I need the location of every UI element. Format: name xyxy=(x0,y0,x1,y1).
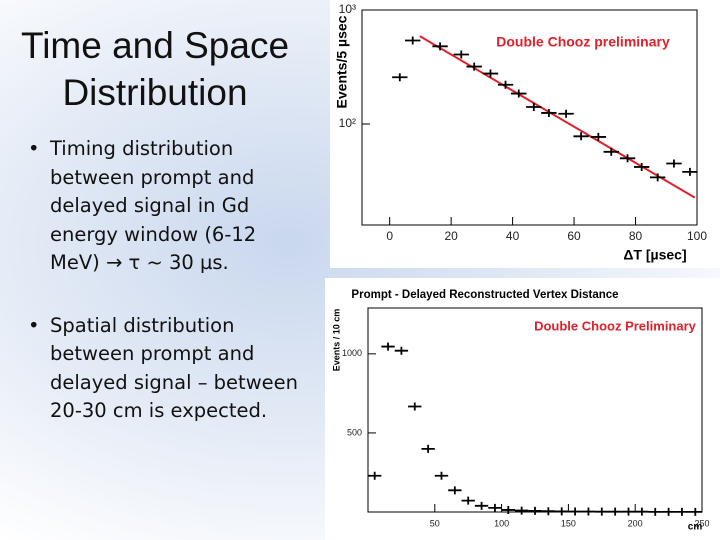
data-point xyxy=(666,159,682,168)
annotation: Double Chooz preliminary xyxy=(496,34,670,50)
data-point xyxy=(581,507,596,516)
data-point xyxy=(432,42,448,51)
data-point xyxy=(608,507,622,516)
data-point xyxy=(501,505,515,514)
plot-frame xyxy=(361,9,698,226)
x-tick-label: 50 xyxy=(430,518,440,528)
x-tick-label: 40 xyxy=(506,229,520,243)
data-point xyxy=(603,147,619,156)
bullet-list: Timing distribution between prompt and d… xyxy=(22,135,312,460)
data-point xyxy=(661,507,676,516)
y-tick-label: 1000 xyxy=(342,348,362,358)
data-point xyxy=(555,507,569,516)
data-point xyxy=(558,109,574,118)
data-point xyxy=(461,496,475,505)
data-point xyxy=(619,154,636,163)
data-point xyxy=(497,80,514,89)
y-tick-label: 10² xyxy=(339,116,356,130)
x-axis-label: cm xyxy=(688,522,703,533)
data-point xyxy=(434,471,449,480)
x-tick-label: 100 xyxy=(494,518,509,528)
data-point xyxy=(488,503,502,512)
y-tick-label: 500 xyxy=(347,427,362,437)
x-axis-label: ΔT [µsec] xyxy=(623,247,686,263)
data-point xyxy=(381,342,395,351)
data-point xyxy=(514,506,529,515)
data-point xyxy=(590,132,607,141)
y-axis-label: Events / 10 cm xyxy=(331,309,341,372)
data-point xyxy=(448,486,462,495)
data-point xyxy=(368,471,382,480)
data-point xyxy=(466,62,482,71)
data-point xyxy=(595,507,609,516)
data-point xyxy=(528,506,542,515)
x-tick-label: 150 xyxy=(561,518,576,528)
data-point xyxy=(621,507,636,516)
data-point xyxy=(541,507,556,516)
panel xyxy=(330,0,720,268)
data-point xyxy=(421,444,435,453)
data-point xyxy=(688,507,702,516)
data-point xyxy=(573,132,589,141)
data-point xyxy=(408,402,422,411)
x-tick-label: 80 xyxy=(629,229,643,243)
data-point xyxy=(453,50,469,59)
data-point xyxy=(526,102,542,111)
data-point xyxy=(405,36,421,45)
slide-title: Time and Space Distribution xyxy=(20,25,290,113)
data-point xyxy=(511,89,527,98)
x-tick-label: 0 xyxy=(386,229,393,243)
x-tick-label: 100 xyxy=(687,229,707,243)
y-axis-label: Events/5 µsec xyxy=(334,15,350,108)
x-tick-label: 60 xyxy=(567,229,581,243)
data-point xyxy=(541,108,557,117)
bullet: Spatial distribution between prompt and … xyxy=(22,312,312,426)
x-tick-label: 20 xyxy=(444,229,458,243)
x-tick-label: 200 xyxy=(628,518,643,528)
fit-line xyxy=(419,35,696,199)
data-point xyxy=(635,507,649,516)
annotation: Double Chooz Preliminary xyxy=(534,318,697,333)
data-point xyxy=(394,346,409,355)
data-point xyxy=(633,162,650,171)
data-point xyxy=(392,73,408,82)
chart-title: Prompt - Delayed Reconstructed Vertex Di… xyxy=(351,289,618,301)
data-point xyxy=(482,69,499,78)
data-point xyxy=(649,173,666,182)
data-point xyxy=(648,507,662,516)
x-tick-label: 250 xyxy=(694,518,709,528)
data-point xyxy=(675,507,689,516)
data-point xyxy=(474,501,489,510)
y-tick-label: 10³ xyxy=(339,2,356,16)
panel xyxy=(325,278,720,540)
bullet: Timing distribution between prompt and d… xyxy=(22,135,312,278)
data-point xyxy=(682,167,698,176)
data-point xyxy=(568,507,582,516)
